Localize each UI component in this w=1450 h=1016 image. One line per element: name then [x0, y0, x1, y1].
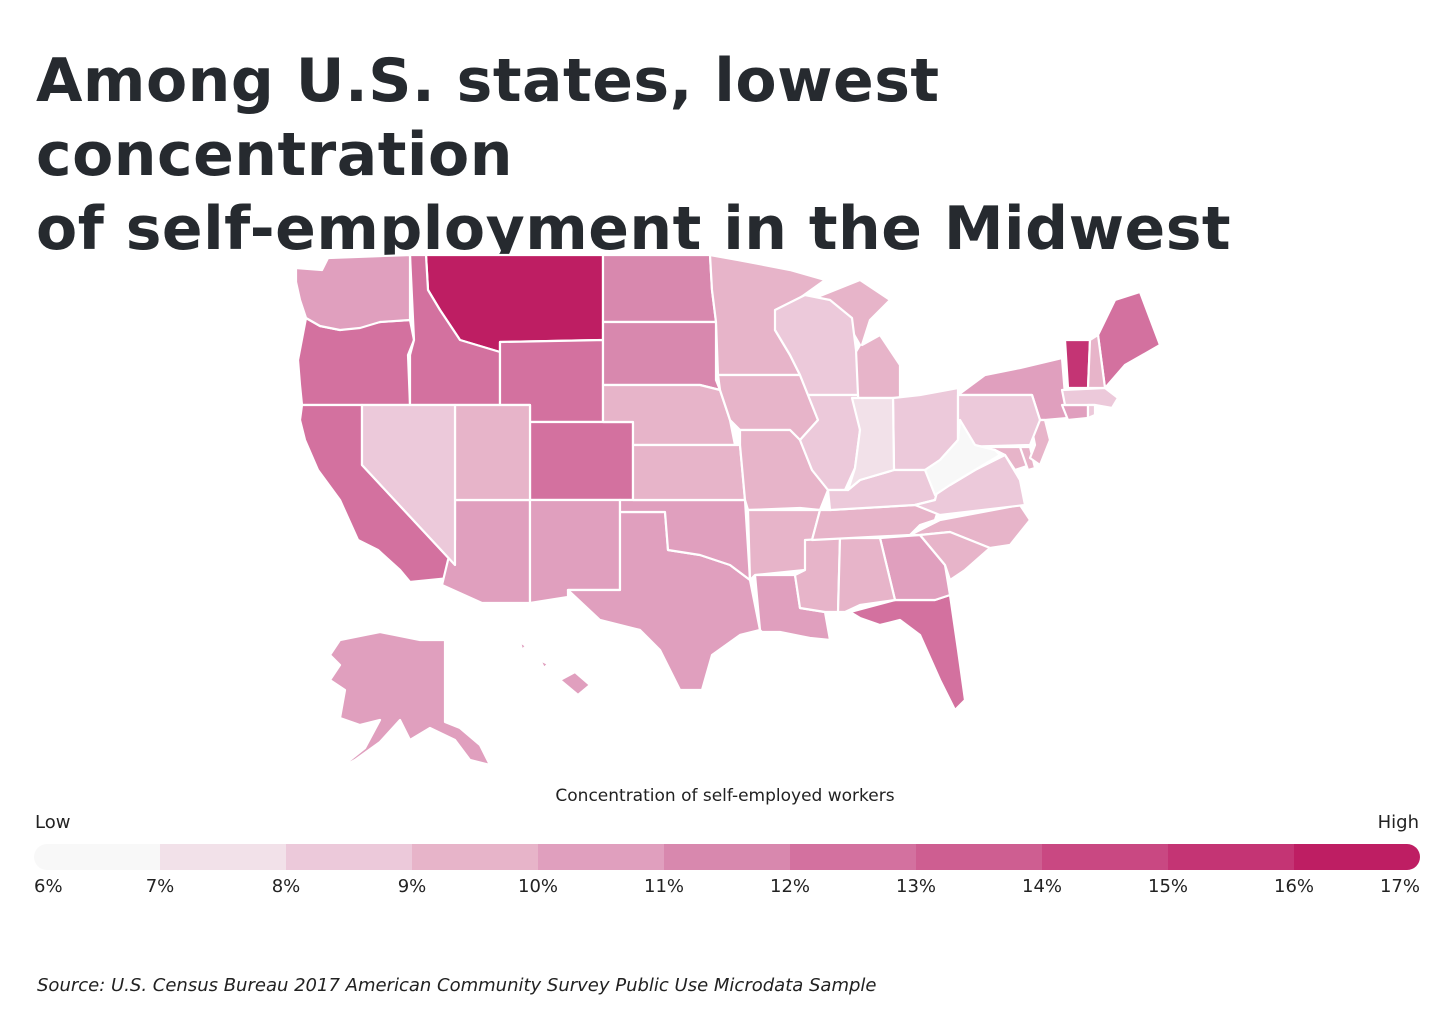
- state-vt: Vermont: [1063, 338, 1092, 390]
- legend-bin-15-16: [1168, 844, 1294, 870]
- state-wa: Washington: [294, 253, 412, 332]
- legend-tick-label: 13%: [895, 876, 937, 897]
- legend-bin-9-10: [412, 844, 538, 870]
- state-ak: Alaska: [328, 630, 492, 770]
- legend-low-label: Low: [35, 812, 71, 833]
- state-wv: West Virginia: [923, 418, 1002, 497]
- legend-bin-16-17: [1294, 844, 1420, 870]
- state-or: Oregon: [296, 316, 416, 407]
- legend-bin-6-7: [34, 844, 160, 870]
- legend-bin-14-15: [1042, 844, 1168, 870]
- legend-tick-label: 14%: [1021, 876, 1063, 897]
- us-choropleth-map: MontanaVermontOregonIdahoWyomingColorado…: [294, 253, 1162, 770]
- state-ks: Kansas: [631, 443, 747, 502]
- legend-tick-label: 10%: [517, 876, 559, 897]
- state-fl: Florida: [848, 593, 967, 712]
- state-sd: South Dakota: [601, 320, 722, 392]
- legend-tick-label: 11%: [643, 876, 685, 897]
- legend-tick-label: 15%: [1147, 876, 1189, 897]
- legend-color-scale: [34, 844, 1420, 870]
- state-nv: Nevada: [360, 403, 457, 567]
- legend-tick-label: 7%: [145, 876, 175, 897]
- legend-bin-11-12: [664, 844, 790, 870]
- legend-bin-10-11: [538, 844, 664, 870]
- state-al: Alabama: [836, 536, 897, 614]
- legend-bin-7-8: [160, 844, 286, 870]
- legend-tick-label: 16%: [1273, 876, 1315, 897]
- source-note: Source: U.S. Census Bureau 2017 American…: [37, 975, 877, 996]
- legend-tick-label: 17%: [1379, 876, 1420, 897]
- chart-title-line-1: Among U.S. states, lowest concentration: [36, 46, 940, 190]
- state-hi: Hawaii: [518, 640, 592, 697]
- legend-bin-12-13: [790, 844, 916, 870]
- legend-tick-labels: 6% 7% 8% 9% 10% 11% 12% 13% 14% 15% 16% 17%: [34, 876, 1420, 900]
- chart-title-line-2: of self-employment in the Midwest: [36, 194, 1232, 264]
- legend-tick-label: 8%: [271, 876, 301, 897]
- state-nm: New Mexico: [528, 498, 622, 605]
- state-ma: Massachusetts: [1060, 386, 1120, 410]
- state-sc: South Carolina: [918, 530, 992, 582]
- legend-high-label: High: [1377, 812, 1419, 833]
- state-ut: Utah: [453, 403, 532, 502]
- state-in: Indiana: [846, 396, 896, 492]
- legend-tick-label: 9%: [397, 876, 427, 897]
- state-co: Colorado: [528, 420, 635, 502]
- state-ok: Oklahoma: [618, 498, 752, 582]
- state-ri: Rhode Island: [1086, 403, 1097, 420]
- legend-tick-label: 6%: [34, 876, 63, 897]
- chart-title: Among U.S. states, lowest concentration …: [36, 44, 1436, 266]
- legend-title: Concentration of self-employed workers: [555, 786, 895, 806]
- legend-bin-8-9: [286, 844, 412, 870]
- legend-tick-label: 12%: [769, 876, 811, 897]
- state-mi: Michigan: [808, 278, 902, 400]
- legend-bin-13-14: [916, 844, 1042, 870]
- state-me: Maine: [1096, 290, 1162, 390]
- state-nd: North Dakota: [601, 253, 718, 324]
